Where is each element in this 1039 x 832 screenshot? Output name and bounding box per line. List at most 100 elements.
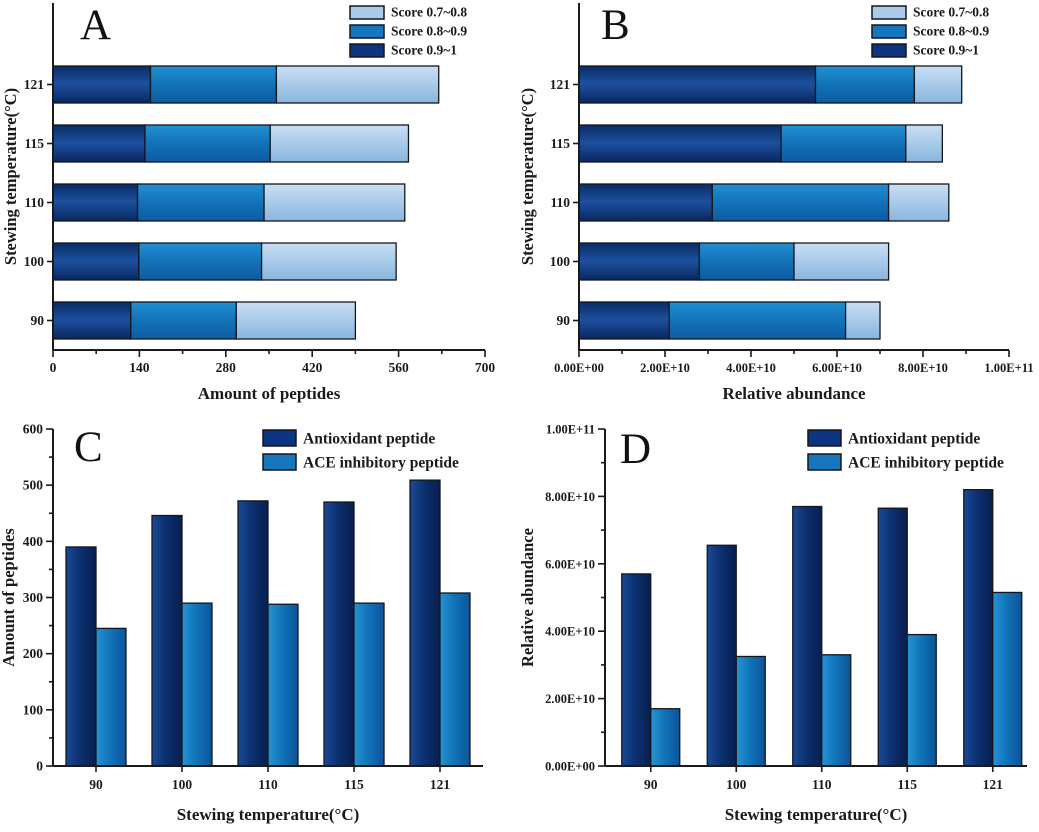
x-tick-label: 560 bbox=[388, 360, 409, 375]
y-tick-label: 400 bbox=[23, 534, 44, 549]
bar-segment-A-100 bbox=[52, 242, 140, 281]
y-tick-label: 4.00E+10 bbox=[545, 625, 595, 639]
y-tick-label: 300 bbox=[23, 590, 44, 605]
x-category-label: 115 bbox=[897, 777, 917, 792]
tick-labels-C: 0 100 200 300 400 500 600 90 100 110 115 121 bbox=[23, 422, 451, 793]
bar-D-110-series1 bbox=[792, 505, 823, 767]
bar-D-90-series1 bbox=[621, 573, 652, 767]
bar-segment-A-121 bbox=[149, 65, 278, 104]
bar-segment-A-115 bbox=[269, 124, 410, 163]
legend-label: Score 0.7~0.8 bbox=[391, 5, 467, 20]
y-tick-label: 600 bbox=[23, 422, 44, 437]
y-tick-label: 200 bbox=[23, 646, 44, 661]
x-tick-label: 4.00E+10 bbox=[726, 361, 776, 375]
bar-C-121-series1 bbox=[409, 479, 441, 767]
bar-D-100-series2 bbox=[735, 655, 766, 767]
legend-label: Antioxidant peptide bbox=[848, 431, 980, 448]
bar-segment-A-110 bbox=[263, 183, 406, 222]
y-axis-title: Amount of peptides bbox=[0, 528, 18, 667]
plot-area-D bbox=[621, 489, 1023, 767]
legend-C: Antioxidant peptide ACE inhibitory peptid… bbox=[262, 429, 459, 472]
panel-label-c: C bbox=[74, 424, 103, 471]
bar-segment-B-121 bbox=[913, 65, 963, 104]
bar-D-121-series2 bbox=[992, 591, 1023, 767]
legend-label: Score 0.9~1 bbox=[913, 43, 979, 58]
panel-label-d: D bbox=[620, 426, 652, 473]
chart-panel-B: 0.00E+00 2.00E+10 4.00E+10 6.00E+10 8.00E+10… bbox=[518, 3, 1034, 403]
x-category-label: 115 bbox=[344, 777, 364, 792]
y-category-label: 100 bbox=[24, 254, 45, 269]
y-tick-label: 0 bbox=[36, 759, 43, 774]
bar-segment-B-115 bbox=[905, 124, 943, 163]
chart-panel-C: 0 100 200 300 400 500 600 90 100 110 115 121 Stewing… bbox=[0, 422, 483, 824]
y-category-label: 115 bbox=[24, 136, 44, 151]
bar-segment-B-115 bbox=[780, 124, 907, 163]
x-tick-label: 0.00E+00 bbox=[554, 361, 604, 375]
bar-segment-B-115 bbox=[578, 124, 782, 163]
legend-swatch bbox=[871, 24, 907, 39]
y-axis-title: Relative abundance bbox=[518, 528, 537, 667]
y-category-label: 121 bbox=[550, 77, 571, 92]
y-tick-label: 6.00E+10 bbox=[545, 557, 595, 571]
bar-segment-B-100 bbox=[578, 242, 701, 281]
x-axis-title: Amount of peptides bbox=[198, 384, 341, 403]
bar-segment-B-121 bbox=[578, 65, 817, 104]
plot-area-B bbox=[578, 65, 963, 340]
y-category-label: 115 bbox=[550, 136, 570, 151]
y-category-label: 110 bbox=[550, 195, 570, 210]
legend-label: Score 0.8~0.9 bbox=[391, 24, 467, 39]
legend-swatch bbox=[807, 453, 842, 471]
legend-label: Score 0.9~1 bbox=[391, 43, 457, 58]
x-tick-label: 2.00E+10 bbox=[640, 361, 690, 375]
y-axis-title: Stewing temperature(°C) bbox=[518, 88, 537, 265]
bar-C-121-series2 bbox=[439, 592, 471, 767]
bar-segment-A-121 bbox=[275, 65, 440, 104]
bar-segment-A-121 bbox=[52, 65, 152, 104]
legend-swatch bbox=[807, 429, 842, 447]
bar-segment-B-100 bbox=[698, 242, 795, 281]
bar-segment-A-115 bbox=[144, 124, 271, 163]
bar-segment-A-100 bbox=[260, 242, 397, 281]
bar-D-121-series1 bbox=[963, 489, 994, 767]
bar-segment-B-90 bbox=[578, 301, 670, 340]
x-category-label: 100 bbox=[172, 777, 193, 792]
panel-label-a: A bbox=[80, 2, 112, 49]
x-category-label: 110 bbox=[812, 777, 832, 792]
bar-segment-A-110 bbox=[52, 183, 139, 222]
y-tick-label: 500 bbox=[23, 478, 44, 493]
y-category-label: 110 bbox=[24, 195, 44, 210]
ticks-B bbox=[573, 83, 1010, 357]
x-tick-label: 700 bbox=[475, 360, 496, 375]
x-tick-label: 8.00E+10 bbox=[898, 361, 948, 375]
x-category-label: 110 bbox=[258, 777, 278, 792]
panel-label-b: B bbox=[601, 2, 630, 49]
ticks-C bbox=[46, 428, 441, 772]
ticks-A bbox=[47, 83, 486, 357]
bar-C-115-series1 bbox=[323, 501, 355, 767]
x-tick-label: 6.00E+10 bbox=[812, 361, 862, 375]
x-tick-label: 0 bbox=[50, 360, 57, 375]
x-tick-label: 280 bbox=[216, 360, 237, 375]
bar-segment-B-121 bbox=[814, 65, 916, 104]
plot-area-C bbox=[65, 479, 471, 767]
bar-segment-A-100 bbox=[138, 242, 263, 281]
bar-C-115-series2 bbox=[353, 602, 385, 767]
legend-label: Score 0.8~0.9 bbox=[913, 24, 989, 39]
bar-C-100-series2 bbox=[181, 602, 213, 767]
bar-C-110-series1 bbox=[237, 500, 269, 767]
bar-segment-B-90 bbox=[844, 301, 881, 340]
bar-C-110-series2 bbox=[267, 603, 299, 767]
tick-labels-D: 0.00E+00 2.00E+10 4.00E+10 6.00E+10 8.00E+10… bbox=[545, 423, 1003, 793]
bar-D-90-series2 bbox=[650, 708, 681, 767]
legend-swatch bbox=[262, 429, 297, 447]
tick-labels-B: 0.00E+00 2.00E+10 4.00E+10 6.00E+10 8.00E+10… bbox=[550, 77, 1034, 375]
x-tick-label: 140 bbox=[129, 360, 150, 375]
bar-C-90-series2 bbox=[95, 627, 127, 767]
x-category-label: 121 bbox=[430, 777, 451, 792]
y-category-label: 90 bbox=[557, 313, 571, 328]
bar-segment-B-110 bbox=[711, 183, 890, 222]
legend-label: ACE inhibitory peptide bbox=[303, 455, 459, 472]
legend-D: Antioxidant peptide ACE inhibitory peptid… bbox=[807, 429, 1004, 472]
legend-label: Score 0.7~0.8 bbox=[913, 5, 989, 20]
